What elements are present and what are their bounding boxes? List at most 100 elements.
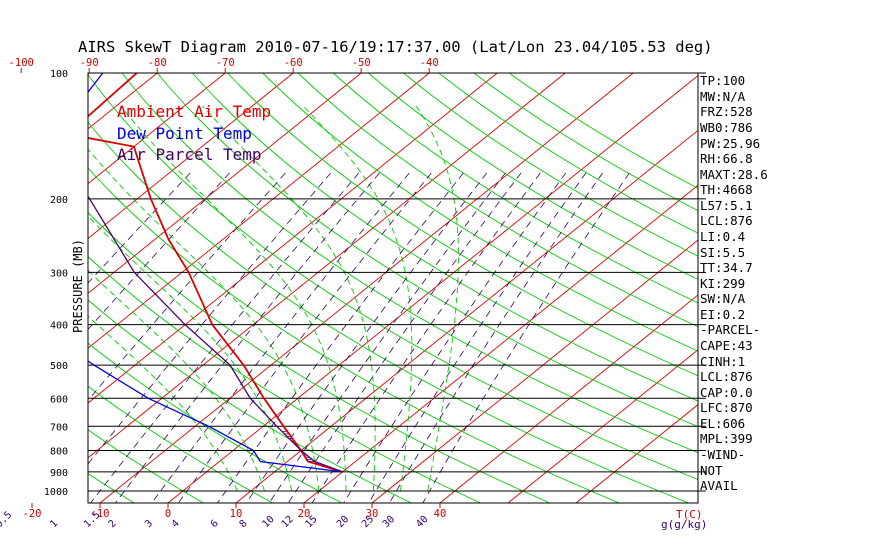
dry-adiabat-line	[88, 429, 204, 503]
pressure-tick-label: 800	[50, 446, 68, 457]
index-cap: CAP:0.0	[700, 385, 753, 400]
index-li: LI:0.4	[700, 229, 745, 244]
pressure-tick-label: 400	[50, 321, 68, 332]
index-parcel-lcl: LCL:876	[700, 369, 753, 384]
mixing-ratio-line	[90, 172, 360, 503]
index-wind-header: -WIND-	[700, 447, 745, 462]
plot-frame	[87, 72, 699, 504]
dry-adiabat-line	[332, 73, 698, 304]
isotherm-line	[439, 294, 698, 503]
dry-adiabat-line	[121, 73, 698, 454]
dry-adiabat-line	[88, 121, 689, 503]
top-temp-tick-label: -100	[9, 57, 34, 69]
mixing-ratio-tick-label: 8	[238, 518, 250, 530]
isotherm-line	[575, 404, 698, 503]
bottom-temp-tick-label: -20	[23, 508, 42, 520]
dry-adiabat-line	[88, 73, 698, 480]
pressure-tick-label: 600	[50, 394, 68, 405]
dry-adiabat-line	[88, 212, 551, 503]
index-el: EL:606	[700, 416, 745, 431]
bottom-temp-tick-label: 40	[434, 508, 447, 520]
isotherm-line	[88, 73, 294, 240]
dry-adiabat-line	[88, 299, 412, 503]
pressure-tick-label: 900	[50, 468, 68, 479]
legend: Ambient Air Temp Dew Point Temp Air Parc…	[117, 102, 271, 164]
dry-adiabat-line	[403, 73, 698, 257]
legend-ambient-air-temp: Ambient Air Temp	[117, 102, 271, 121]
dry-adiabat-line	[473, 73, 698, 212]
index-cape: CAPE:43	[700, 338, 753, 353]
stability-indices: TP:100 MW:N/A FRZ:528 WB0:786 PW:25.96 R…	[700, 73, 768, 493]
chart-title: AIRS SkewT Diagram 2010-07-16/19:17:37.0…	[78, 38, 713, 56]
mixing-ratio-tick-label: 12	[280, 514, 296, 530]
index-cinh: CINH:1	[700, 354, 745, 369]
dew-point-temp-line	[88, 73, 343, 473]
dry-adiabat-line	[88, 472, 135, 503]
dry-adiabat-line	[508, 73, 698, 189]
moist-adiabat-line	[88, 215, 293, 492]
dry-adiabat-line	[88, 342, 343, 503]
isotherm-line	[0, 73, 21, 503]
moist-adiabat-line	[415, 105, 459, 492]
mixing-ratio-line	[88, 172, 332, 465]
moist-adiabat-line	[303, 105, 413, 492]
pressure-tick-label: 700	[50, 422, 68, 433]
y-axis-label: PRESSURE (MB)	[71, 239, 85, 333]
mixing-ratio-line	[311, 172, 541, 503]
index-mpl: MPL:399	[700, 431, 753, 446]
isotherm-line	[303, 184, 698, 503]
index-sw: SW:N/A	[700, 291, 746, 306]
bottom-temp-tick-label: 0	[165, 508, 171, 520]
pressure-tick-label: 100	[50, 69, 68, 80]
mixing-ratio-tick-label: 10	[261, 514, 277, 530]
index-wb0: WB0:786	[700, 120, 753, 135]
dry-adiabat-line	[438, 73, 698, 234]
mixing-ratio-tick-label: 20	[335, 514, 351, 530]
moist-adiabat-line	[88, 315, 238, 492]
legend-air-parcel-temp: Air Parcel Temp	[117, 145, 262, 164]
mixing-ratio-line	[422, 172, 630, 503]
bottom-temp-tick-label: -10	[91, 508, 110, 520]
mixing-ratio-line	[287, 172, 522, 503]
temp-unit-label: T(C)	[676, 508, 703, 521]
isotherm-line	[235, 129, 698, 503]
index-mw: MW:N/A	[700, 89, 746, 104]
bottom-temp-tick-label: 30	[366, 508, 379, 520]
top-temperature-tick-labels: -120-110-100-90-80-70-60-50-40	[9, 57, 439, 73]
mixing-ratio-tick-label: 6	[209, 518, 221, 530]
dry-adiabat-line	[262, 73, 698, 352]
top-temp-tick-label: -90	[80, 57, 99, 69]
moist-adiabat-line	[88, 269, 265, 492]
dry-adiabat-line	[156, 73, 698, 428]
mixing-ratio-line	[151, 172, 410, 503]
index-wind-not: NOT	[700, 463, 723, 478]
index-rh: RH:66.8	[700, 151, 753, 166]
dry-adiabat-line	[368, 73, 698, 280]
mixing-ratio-line	[245, 172, 488, 503]
isotherm-line	[507, 349, 698, 503]
mixing-ratio-line	[389, 172, 603, 503]
index-lfc: LFC:870	[700, 400, 753, 415]
mixing-ratio-line	[368, 172, 587, 503]
dry-adiabat-line	[192, 73, 698, 402]
top-temp-tick-label: -50	[352, 57, 371, 69]
dry-adiabat-line	[88, 255, 481, 503]
legend-dew-point-temp: Dew Point Temp	[117, 124, 252, 143]
mixing-ratio-tick-label: 2	[107, 518, 119, 530]
mixing-ratio-line	[88, 172, 230, 330]
index-ki: KI:299	[700, 276, 745, 291]
dry-adiabat-line	[227, 73, 698, 377]
mixing-ratio-line	[178, 172, 432, 503]
isotherm-line	[88, 73, 566, 459]
sounding-series	[88, 73, 343, 473]
dry-adiabat-line	[297, 73, 698, 328]
isotherm-line	[88, 73, 498, 404]
index-th: TH:4668	[700, 182, 753, 197]
isotherm-line	[99, 73, 634, 503]
mixing-ratio-line	[88, 172, 286, 401]
mixing-ratio-line	[88, 172, 191, 284]
mixing-ratio-line	[217, 172, 464, 503]
isotherm-line	[88, 73, 362, 294]
dry-adiabat-line	[0, 73, 65, 503]
